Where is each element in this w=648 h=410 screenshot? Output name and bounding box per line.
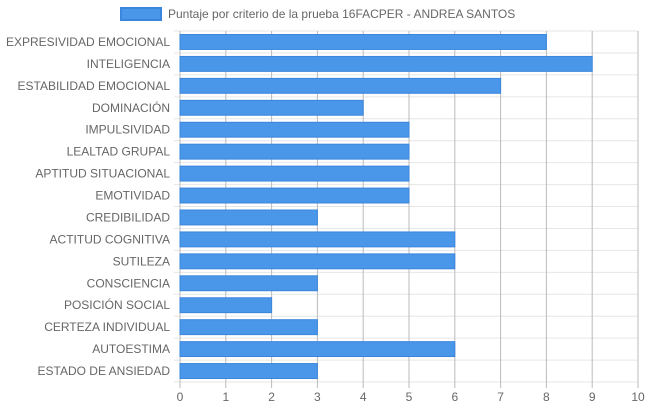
bar[interactable]	[179, 187, 410, 204]
x-tick-label: 2	[268, 390, 275, 404]
category-label: ESTABILIDAD EMOCIONAL	[18, 79, 171, 93]
bar[interactable]	[179, 121, 410, 138]
category-label: ACTITUD COGNITIVA	[50, 232, 170, 246]
x-tick-label: 8	[543, 390, 550, 404]
bar[interactable]	[179, 165, 410, 182]
category-label: DOMINACIÓN	[92, 100, 170, 115]
bar[interactable]	[179, 253, 456, 270]
category-label: EXPRESIVIDAD EMOCIONAL	[6, 35, 170, 49]
x-tick-label: 9	[589, 390, 596, 404]
category-label: CERTEZA INDIVIDUAL	[44, 320, 170, 334]
bar[interactable]	[179, 55, 593, 72]
category-label: INTELIGENCIA	[87, 57, 170, 71]
bar[interactable]	[179, 99, 364, 116]
category-label: APTITUD SITUACIONAL	[35, 167, 170, 181]
bar[interactable]	[179, 297, 273, 314]
bars	[179, 34, 593, 379]
bar[interactable]	[179, 363, 318, 379]
category-label: IMPULSIVIDAD	[85, 123, 170, 137]
category-label: ESTADO DE ANSIEDAD	[38, 364, 171, 378]
x-tick-label: 10	[631, 390, 645, 404]
category-labels: EXPRESIVIDAD EMOCIONAL INTELIGENCIA ESTABI…	[6, 35, 170, 378]
category-label: AUTOESTIMA	[92, 342, 170, 356]
x-tick-label: 7	[497, 390, 504, 404]
x-tick-labels: 0 1 2 3 4 5 6 7 8 9 10	[177, 390, 645, 404]
legend[interactable]: Puntaje por criterio de la prueba 16FACP…	[120, 7, 515, 21]
bar[interactable]	[179, 143, 410, 160]
category-label: EMOTIVIDAD	[95, 189, 170, 203]
bar[interactable]	[179, 77, 502, 94]
x-tick-label: 3	[314, 390, 321, 404]
grid	[174, 30, 639, 388]
legend-label: Puntaje por criterio de la prueba 16FACP…	[168, 7, 515, 21]
bar[interactable]	[179, 231, 456, 248]
category-label: LEALTAD GRUPAL	[67, 145, 171, 159]
category-label: CREDIBILIDAD	[86, 210, 170, 224]
bar[interactable]	[179, 34, 547, 50]
category-label: POSICIÓN SOCIAL	[64, 297, 170, 312]
bar[interactable]	[179, 275, 318, 292]
x-tick-label: 4	[360, 390, 367, 404]
x-tick-label: 5	[406, 390, 413, 404]
x-tick-label: 6	[451, 390, 458, 404]
x-tick-label: 1	[222, 390, 229, 404]
x-tick-label: 0	[177, 390, 184, 404]
bar[interactable]	[179, 319, 318, 336]
bar[interactable]	[179, 341, 456, 358]
bar[interactable]	[179, 209, 318, 226]
legend-swatch	[120, 7, 162, 21]
category-label: SUTILEZA	[113, 254, 170, 268]
category-label: CONSCIENCIA	[87, 276, 170, 290]
